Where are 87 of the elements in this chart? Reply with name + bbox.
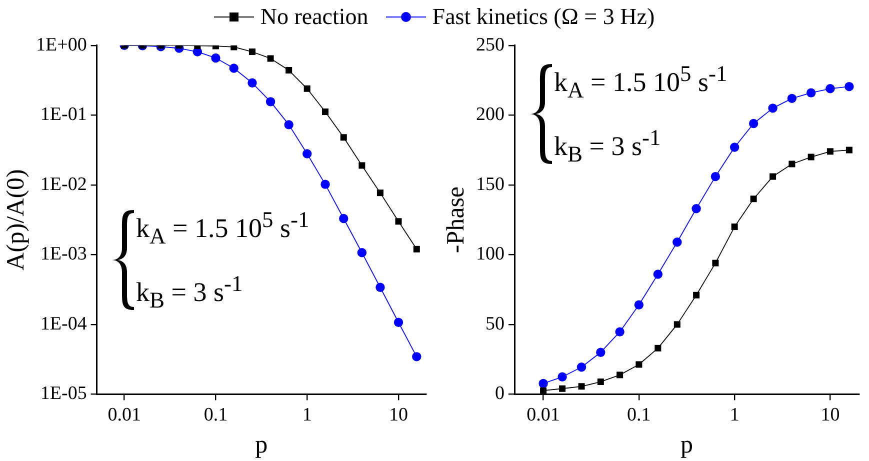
point [672,238,682,247]
point [616,372,624,378]
y-tick-label: 200 [476,104,504,126]
point [248,78,257,88]
x-tick-label: 1 [730,404,740,426]
point [284,120,294,130]
point [596,348,606,357]
point [846,146,852,154]
legend-label: No reaction [260,4,368,30]
point [748,118,758,128]
y-tick-label: 0 [495,383,504,404]
annotation: k$_{A}$ = 1.5 10$^{5}$ s$^{-1}$ [554,60,728,104]
point [340,134,347,141]
point [808,154,814,160]
point [395,218,402,225]
point [826,148,834,155]
y-axis-title: A(p)/A(0) [2,169,30,270]
annotation: k$_{B}$ = 3 s$^{-1}$ [136,270,244,315]
point [211,53,220,63]
x-axis-title: p [255,432,268,459]
x-axis-title: p [680,432,693,459]
legend-label: Fast kinetics (Ω = 3 Hz) [432,4,655,30]
annotation: k$_{A}$ = 1.5 10$^{5}$ s$^{-1}$ [136,206,310,250]
point [674,321,680,328]
y-axis-title: -Phase [442,186,470,254]
point [394,318,404,327]
point [712,260,719,266]
point [538,378,548,388]
point [576,362,586,372]
point [731,224,738,230]
x-tick-label: 1 [302,404,312,426]
y-tick-label: 1E-01 [40,104,87,126]
point [266,97,276,106]
y-tick-label: 1E-05 [40,383,87,404]
point [376,190,384,196]
point [302,149,312,158]
point [636,361,642,368]
point [710,172,720,182]
point [320,180,330,189]
y-tick-label: 1E-04 [40,313,88,334]
point [559,385,566,392]
point [267,55,274,62]
y-tick-label: 250 [476,34,504,56]
y-tick-label: 100 [476,244,504,265]
x-tick-label: 0.01 [526,404,560,426]
point [248,48,256,56]
point [654,344,662,352]
point [357,248,367,258]
point [540,387,547,394]
point [844,82,854,92]
y-tick-label: 1E-03 [40,244,87,265]
x-tick-label: 0.1 [204,404,228,426]
point [413,246,420,252]
point [788,160,796,168]
y-tick-label: 1E-02 [40,174,87,195]
point [730,142,740,152]
y-tick-label: 1E+00 [36,34,87,56]
y-tick-label: 50 [486,313,504,334]
point [615,327,624,336]
point [750,196,757,202]
point [230,45,238,50]
point [770,173,776,180]
point [578,383,585,390]
point [787,94,797,104]
point [286,67,292,74]
point [768,104,778,113]
point [558,372,567,382]
point [806,88,816,98]
point [634,300,644,310]
x-tick-label: 0.01 [108,404,141,426]
x-tick-label: 0.1 [627,404,651,426]
point [597,378,604,386]
point [692,204,701,214]
point [322,108,329,115]
point [304,85,310,92]
x-tick-label: 10 [388,404,408,426]
point [229,64,238,73]
point [826,84,835,94]
point [653,270,663,279]
point [693,292,700,298]
point [376,282,385,292]
point [339,214,348,224]
annotation: k$_{B}$ = 3 s$^{-1}$ [554,124,662,169]
point [412,352,422,362]
x-tick-label: 10 [820,404,840,426]
point [358,162,366,169]
y-tick-label: 150 [476,174,504,195]
